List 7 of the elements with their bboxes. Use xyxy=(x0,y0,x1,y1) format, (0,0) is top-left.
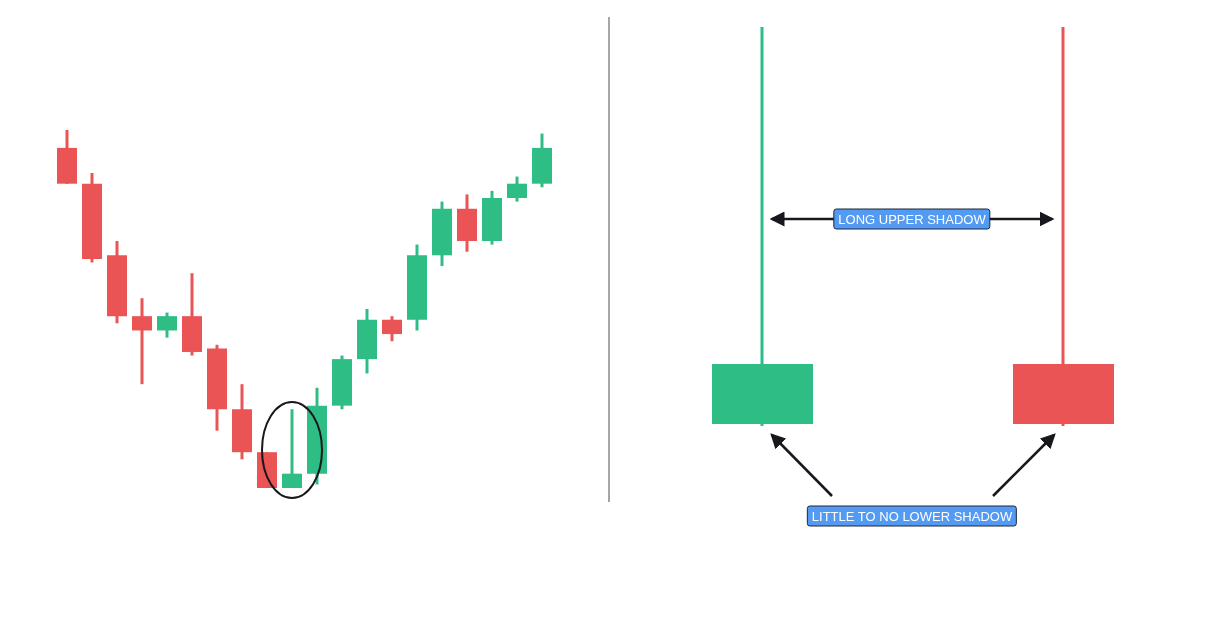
candlestick xyxy=(157,312,177,338)
candlestick xyxy=(132,298,152,386)
candlestick xyxy=(382,316,402,343)
candlestick xyxy=(507,176,527,202)
text: LONG UPPER SHADOW xyxy=(833,208,991,230)
candlestick xyxy=(282,409,302,488)
text: LITTLE TO NO LOWER SHADOW xyxy=(806,505,1018,527)
